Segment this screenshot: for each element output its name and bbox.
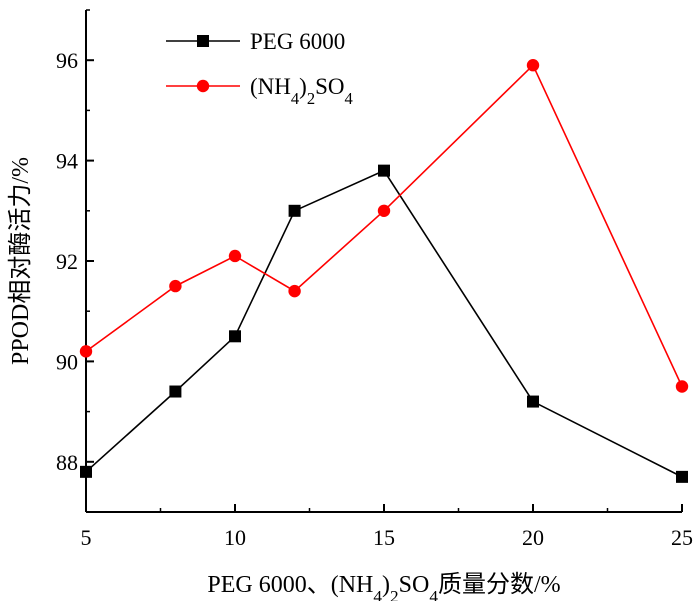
- x-tick-label: 20: [522, 525, 544, 550]
- series-layer: [79, 59, 689, 483]
- series-peg-6000: [80, 164, 688, 483]
- data-point: [526, 59, 540, 72]
- y-tick-label: 94: [56, 149, 78, 174]
- data-point: [675, 380, 689, 393]
- x-tick-label: 10: [224, 525, 246, 550]
- data-point: [527, 395, 539, 408]
- data-point: [377, 204, 391, 217]
- x-tick-label: 5: [81, 525, 92, 550]
- data-point: [228, 249, 242, 263]
- series-ammonium-sulfate: [79, 59, 689, 393]
- x-tick-label: 25: [671, 525, 693, 550]
- data-point: [169, 385, 182, 398]
- legend-marker: [197, 35, 209, 47]
- legend-entry: PEG 6000: [166, 29, 345, 54]
- data-point: [79, 345, 93, 358]
- data-point: [378, 164, 390, 177]
- data-point: [169, 279, 182, 293]
- series-line: [85, 63, 683, 387]
- y-tick-label: 88: [56, 450, 78, 475]
- legend-marker: [196, 79, 210, 93]
- data-point: [229, 330, 241, 343]
- legend-label: (NH4)2SO4: [250, 74, 354, 108]
- x-axis-title: PEG 6000、(NH4)2SO4质量分数/%: [207, 571, 560, 601]
- legend-entry: (NH4)2SO4: [166, 74, 354, 108]
- axis-titles: PEG 6000、(NH4)2SO4质量分数/% PPOD相对酶活力/%: [7, 157, 561, 601]
- legend-label: PEG 6000: [250, 29, 345, 54]
- data-point: [676, 470, 688, 483]
- data-point: [288, 284, 301, 298]
- legend: PEG 6000 (NH4)2SO4: [166, 29, 354, 108]
- ticks: 5 10 15 20 25 88 90 92 94 96: [56, 9, 693, 550]
- data-point: [80, 465, 92, 478]
- data-point: [288, 204, 301, 217]
- x-tick-label: 15: [373, 525, 395, 550]
- y-axis-title: PPOD相对酶活力/%: [7, 157, 34, 365]
- y-tick-label: 90: [56, 349, 78, 374]
- y-tick-label: 96: [56, 48, 78, 73]
- y-tick-label: 92: [56, 249, 78, 274]
